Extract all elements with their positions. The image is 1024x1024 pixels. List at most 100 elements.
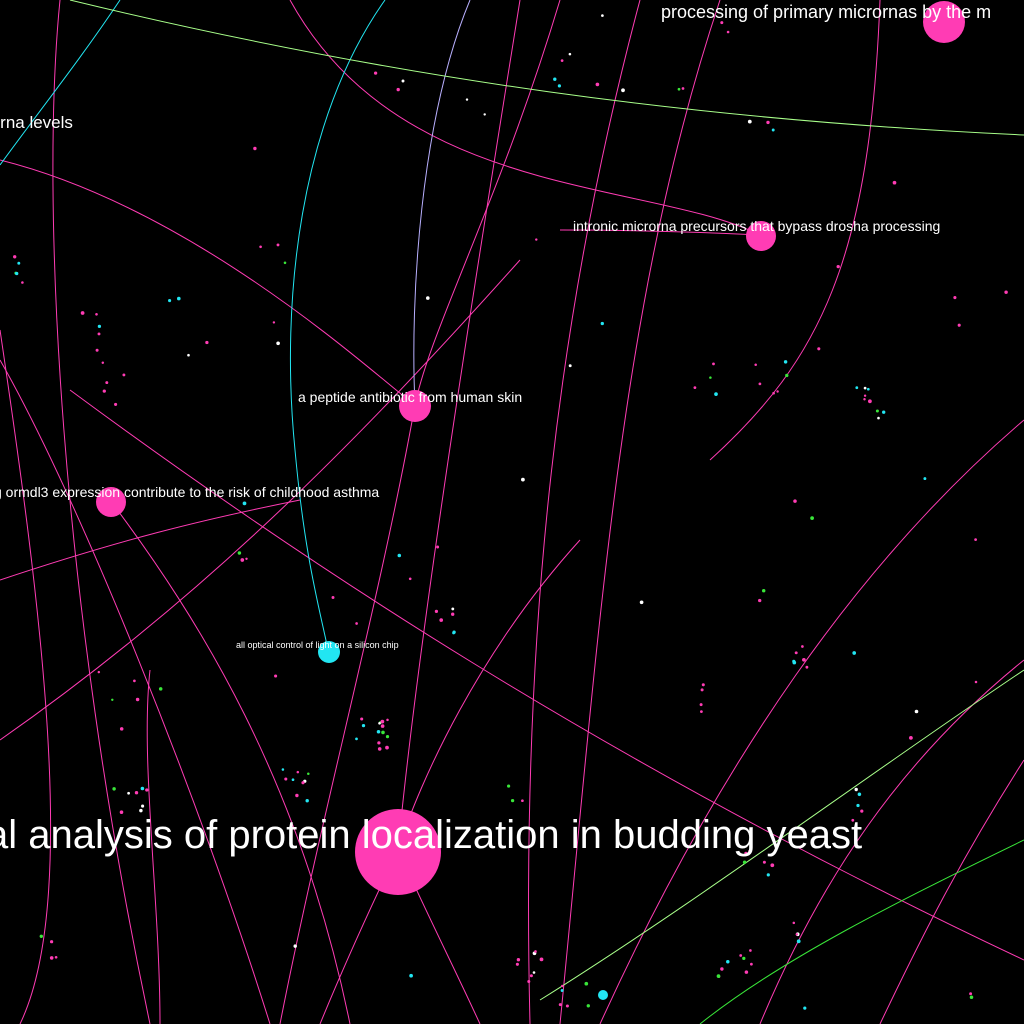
minor-node: [284, 777, 288, 781]
minor-node: [914, 709, 919, 714]
minor-node: [237, 551, 242, 555]
minor-node: [483, 113, 486, 116]
node-primary-micrornas[interactable]: [923, 1, 965, 43]
minor-node: [240, 558, 245, 562]
minor-node: [97, 332, 101, 336]
minor-node: [747, 119, 752, 124]
minor-node: [293, 944, 297, 948]
node-yeast[interactable]: [355, 809, 441, 895]
minor-node: [716, 974, 721, 978]
edge: [539, 669, 1024, 1001]
minor-node: [242, 501, 247, 506]
minor-node: [766, 120, 770, 125]
node-optical[interactable]: [318, 641, 340, 663]
minor-node: [758, 382, 762, 386]
minor-node: [586, 1004, 590, 1008]
minor-node: [80, 311, 85, 315]
minor-node: [836, 264, 840, 269]
minor-node: [296, 770, 300, 774]
minor-node: [114, 402, 118, 406]
minor-node: [699, 703, 703, 707]
label-intronic: intronic microrna precursors that bypass…: [573, 218, 940, 234]
edge: [69, 0, 1024, 136]
minor-node: [770, 863, 775, 868]
minor-node: [510, 798, 515, 803]
minor-node: [761, 588, 766, 593]
minor-node: [810, 516, 814, 520]
minor-node: [158, 687, 163, 691]
minor-node: [854, 787, 858, 792]
minor-node: [720, 967, 724, 971]
edge: [0, 499, 301, 581]
edge: [559, 229, 761, 236]
edge: [0, 329, 52, 1024]
minor-node: [957, 323, 961, 327]
minor-node: [749, 949, 752, 952]
minor-node: [97, 324, 102, 329]
minor-node: [187, 353, 190, 357]
edge: [0, 359, 271, 1024]
minor-node: [307, 772, 310, 776]
minor-node: [434, 609, 439, 614]
edge: [559, 0, 721, 1024]
minor-node: [39, 934, 43, 938]
minor-node: [601, 14, 604, 17]
minor-node: [105, 381, 109, 385]
edge: [414, 0, 561, 406]
minor-node: [796, 939, 801, 944]
minor-node: [744, 851, 748, 856]
minor-node: [535, 238, 538, 241]
minor-node: [291, 778, 295, 782]
minor-node: [568, 364, 572, 368]
minor-node: [557, 84, 562, 88]
minor-node: [396, 87, 400, 92]
minor-node: [639, 600, 644, 605]
minor-node: [385, 745, 389, 750]
minor-node: [301, 781, 305, 785]
minor-node: [712, 362, 715, 366]
node-ormdl3[interactable]: [96, 487, 126, 517]
minor-node: [507, 784, 511, 788]
minor-node: [744, 970, 749, 974]
minor-node: [860, 809, 864, 813]
edge: [52, 0, 151, 1024]
minor-node: [141, 804, 145, 808]
minor-node: [772, 391, 775, 395]
node-peptide[interactable]: [399, 390, 431, 422]
label-optical: all optical control of light on a silico…: [236, 640, 399, 650]
minor-node: [139, 808, 143, 813]
minor-node: [681, 87, 685, 90]
minor-node: [376, 730, 381, 734]
minor-node: [793, 499, 797, 503]
label-mrna-levels: mrna levels: [0, 113, 73, 132]
minor-node: [726, 960, 730, 964]
edge: [289, 0, 761, 236]
minor-node: [701, 683, 705, 687]
minor-node: [762, 860, 766, 864]
minor-node: [95, 312, 98, 316]
node-labels-layer: processing of primary micrornas by the m…: [0, 2, 991, 857]
minor-node: [527, 979, 531, 984]
minor-node: [748, 849, 752, 853]
minor-node: [529, 974, 533, 978]
minor-node: [101, 361, 105, 365]
minor-node: [565, 1004, 569, 1008]
minor-node: [134, 791, 139, 795]
minor-node: [758, 598, 762, 603]
minor-node: [452, 631, 456, 635]
label-yeast: al analysis of protein localization in b…: [0, 813, 862, 857]
minor-node: [140, 786, 145, 791]
edge: [0, 159, 416, 406]
node-intronic[interactable]: [746, 221, 776, 251]
node-small-cyan[interactable]: [598, 990, 608, 1000]
minor-node: [281, 768, 285, 771]
minor-node: [909, 736, 913, 740]
minor-node: [851, 818, 855, 822]
minor-node: [276, 341, 280, 346]
minor-node: [863, 394, 867, 397]
edge: [109, 499, 351, 1024]
minor-node: [397, 553, 402, 558]
edge: [289, 0, 386, 651]
